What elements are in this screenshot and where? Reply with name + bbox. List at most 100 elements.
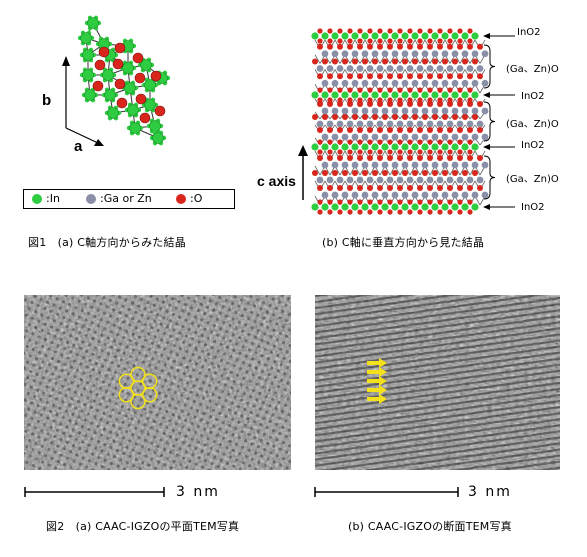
ga-zn-atom (406, 120, 414, 128)
ga-zn-atom (391, 133, 399, 141)
ga-zn-atom (371, 191, 379, 199)
o-atom (337, 43, 343, 50)
ga-zn-atom (331, 133, 339, 141)
ga-zn-atom (376, 65, 384, 72)
o-atom (422, 170, 428, 176)
figure2-caption-a: 図2 (a) CAAC-IGZOの平面TEM写真 (46, 520, 240, 533)
ga-zn-atom (461, 161, 469, 169)
o-atom (407, 28, 413, 34)
o-atom (114, 78, 126, 90)
o-atom (317, 209, 323, 215)
ga-zn-atom (386, 120, 394, 128)
ga-zn-atom (461, 107, 469, 115)
ga-zn-atom (461, 50, 469, 58)
arrow-ino2-1-head (483, 33, 490, 39)
ga-zn-atom (331, 79, 339, 87)
in-atom (371, 203, 379, 211)
o-atom (327, 149, 333, 155)
o-atom (327, 43, 333, 50)
o-atom (442, 170, 448, 176)
in-atom (351, 203, 359, 211)
in-atom (144, 79, 156, 91)
o-atom (352, 114, 358, 120)
ga-zn-atom (356, 65, 364, 72)
ga-zn-atom (316, 120, 324, 128)
ga-zn-atom (361, 191, 369, 199)
o-atom (417, 127, 423, 133)
o-atom (387, 87, 393, 93)
ga-zn-atom (471, 161, 479, 169)
in-atom (351, 143, 359, 151)
tem-cross-section-image (315, 295, 560, 470)
o-atom (357, 87, 363, 93)
o-atom (387, 73, 393, 80)
o-atom (467, 43, 473, 50)
o-atom (377, 199, 383, 205)
o-atom (397, 209, 403, 215)
ga-zn-atom (466, 65, 474, 72)
layer-arrow-icon (367, 367, 387, 377)
o-atom (392, 58, 398, 65)
o-atom (347, 155, 353, 161)
o-atom (357, 199, 363, 205)
ga-zn-atom (421, 161, 429, 169)
o-atom (357, 209, 363, 215)
o-atom (447, 199, 453, 205)
o-atom (412, 170, 418, 176)
o-atom (347, 28, 353, 34)
ga-zn-atom (426, 176, 434, 184)
o-atom (327, 185, 333, 191)
o-atom (417, 139, 423, 145)
ga-zn-atom (331, 161, 339, 169)
o-atom (382, 58, 388, 65)
in-atom (361, 143, 369, 151)
o-atom (357, 127, 363, 133)
ga-zn-atom (481, 107, 489, 115)
ga-zn-atom (451, 133, 459, 141)
ga-zn-atom (471, 133, 479, 141)
ga-zn-atom (321, 133, 329, 141)
o-atom (347, 127, 353, 133)
ga-zn-atom (446, 120, 454, 128)
in-atom (431, 32, 439, 40)
o-atom (377, 127, 383, 133)
o-atom (467, 38, 473, 44)
ga-zn-atom (341, 133, 349, 141)
o-atom (337, 28, 343, 34)
o-atom (352, 170, 358, 176)
o-atom (337, 87, 343, 93)
ga-zn-atom (391, 79, 399, 87)
in-atom (82, 69, 94, 81)
ga-zn-atom (351, 161, 359, 169)
highlight-ring (118, 373, 135, 389)
in-atom (341, 143, 349, 151)
ga-zn-atom (411, 161, 419, 169)
o-atom (357, 73, 363, 80)
ga-zn-atom (441, 107, 449, 115)
o-atom (432, 114, 438, 120)
o-atom (317, 199, 323, 205)
o-atom (457, 155, 463, 161)
o-atom (407, 87, 413, 93)
o-atom (337, 38, 343, 44)
o-atom (467, 127, 473, 133)
o-atom (417, 155, 423, 161)
o-atom (457, 149, 463, 155)
o-atom (407, 127, 413, 133)
o-atom (437, 73, 443, 80)
figure2-caption-b: (b) CAAC-IGZOの断面TEM写真 (348, 520, 512, 533)
arrow-ino2-2-head (483, 92, 490, 98)
layer-arrow-icon (367, 385, 387, 395)
o-atom (457, 97, 463, 103)
o-atom (477, 127, 483, 133)
layer-label-7: InO2 (521, 202, 545, 213)
ga-zn-atom (356, 176, 364, 184)
o-atom (367, 185, 373, 191)
ga-zn-atom (411, 79, 419, 87)
ga-zn-atom (351, 50, 359, 58)
in-atom (431, 203, 439, 211)
in-atom (401, 143, 409, 151)
ga-zn-atom (326, 176, 334, 184)
o-atom (317, 101, 323, 107)
legend-item-o: :O (176, 192, 202, 205)
